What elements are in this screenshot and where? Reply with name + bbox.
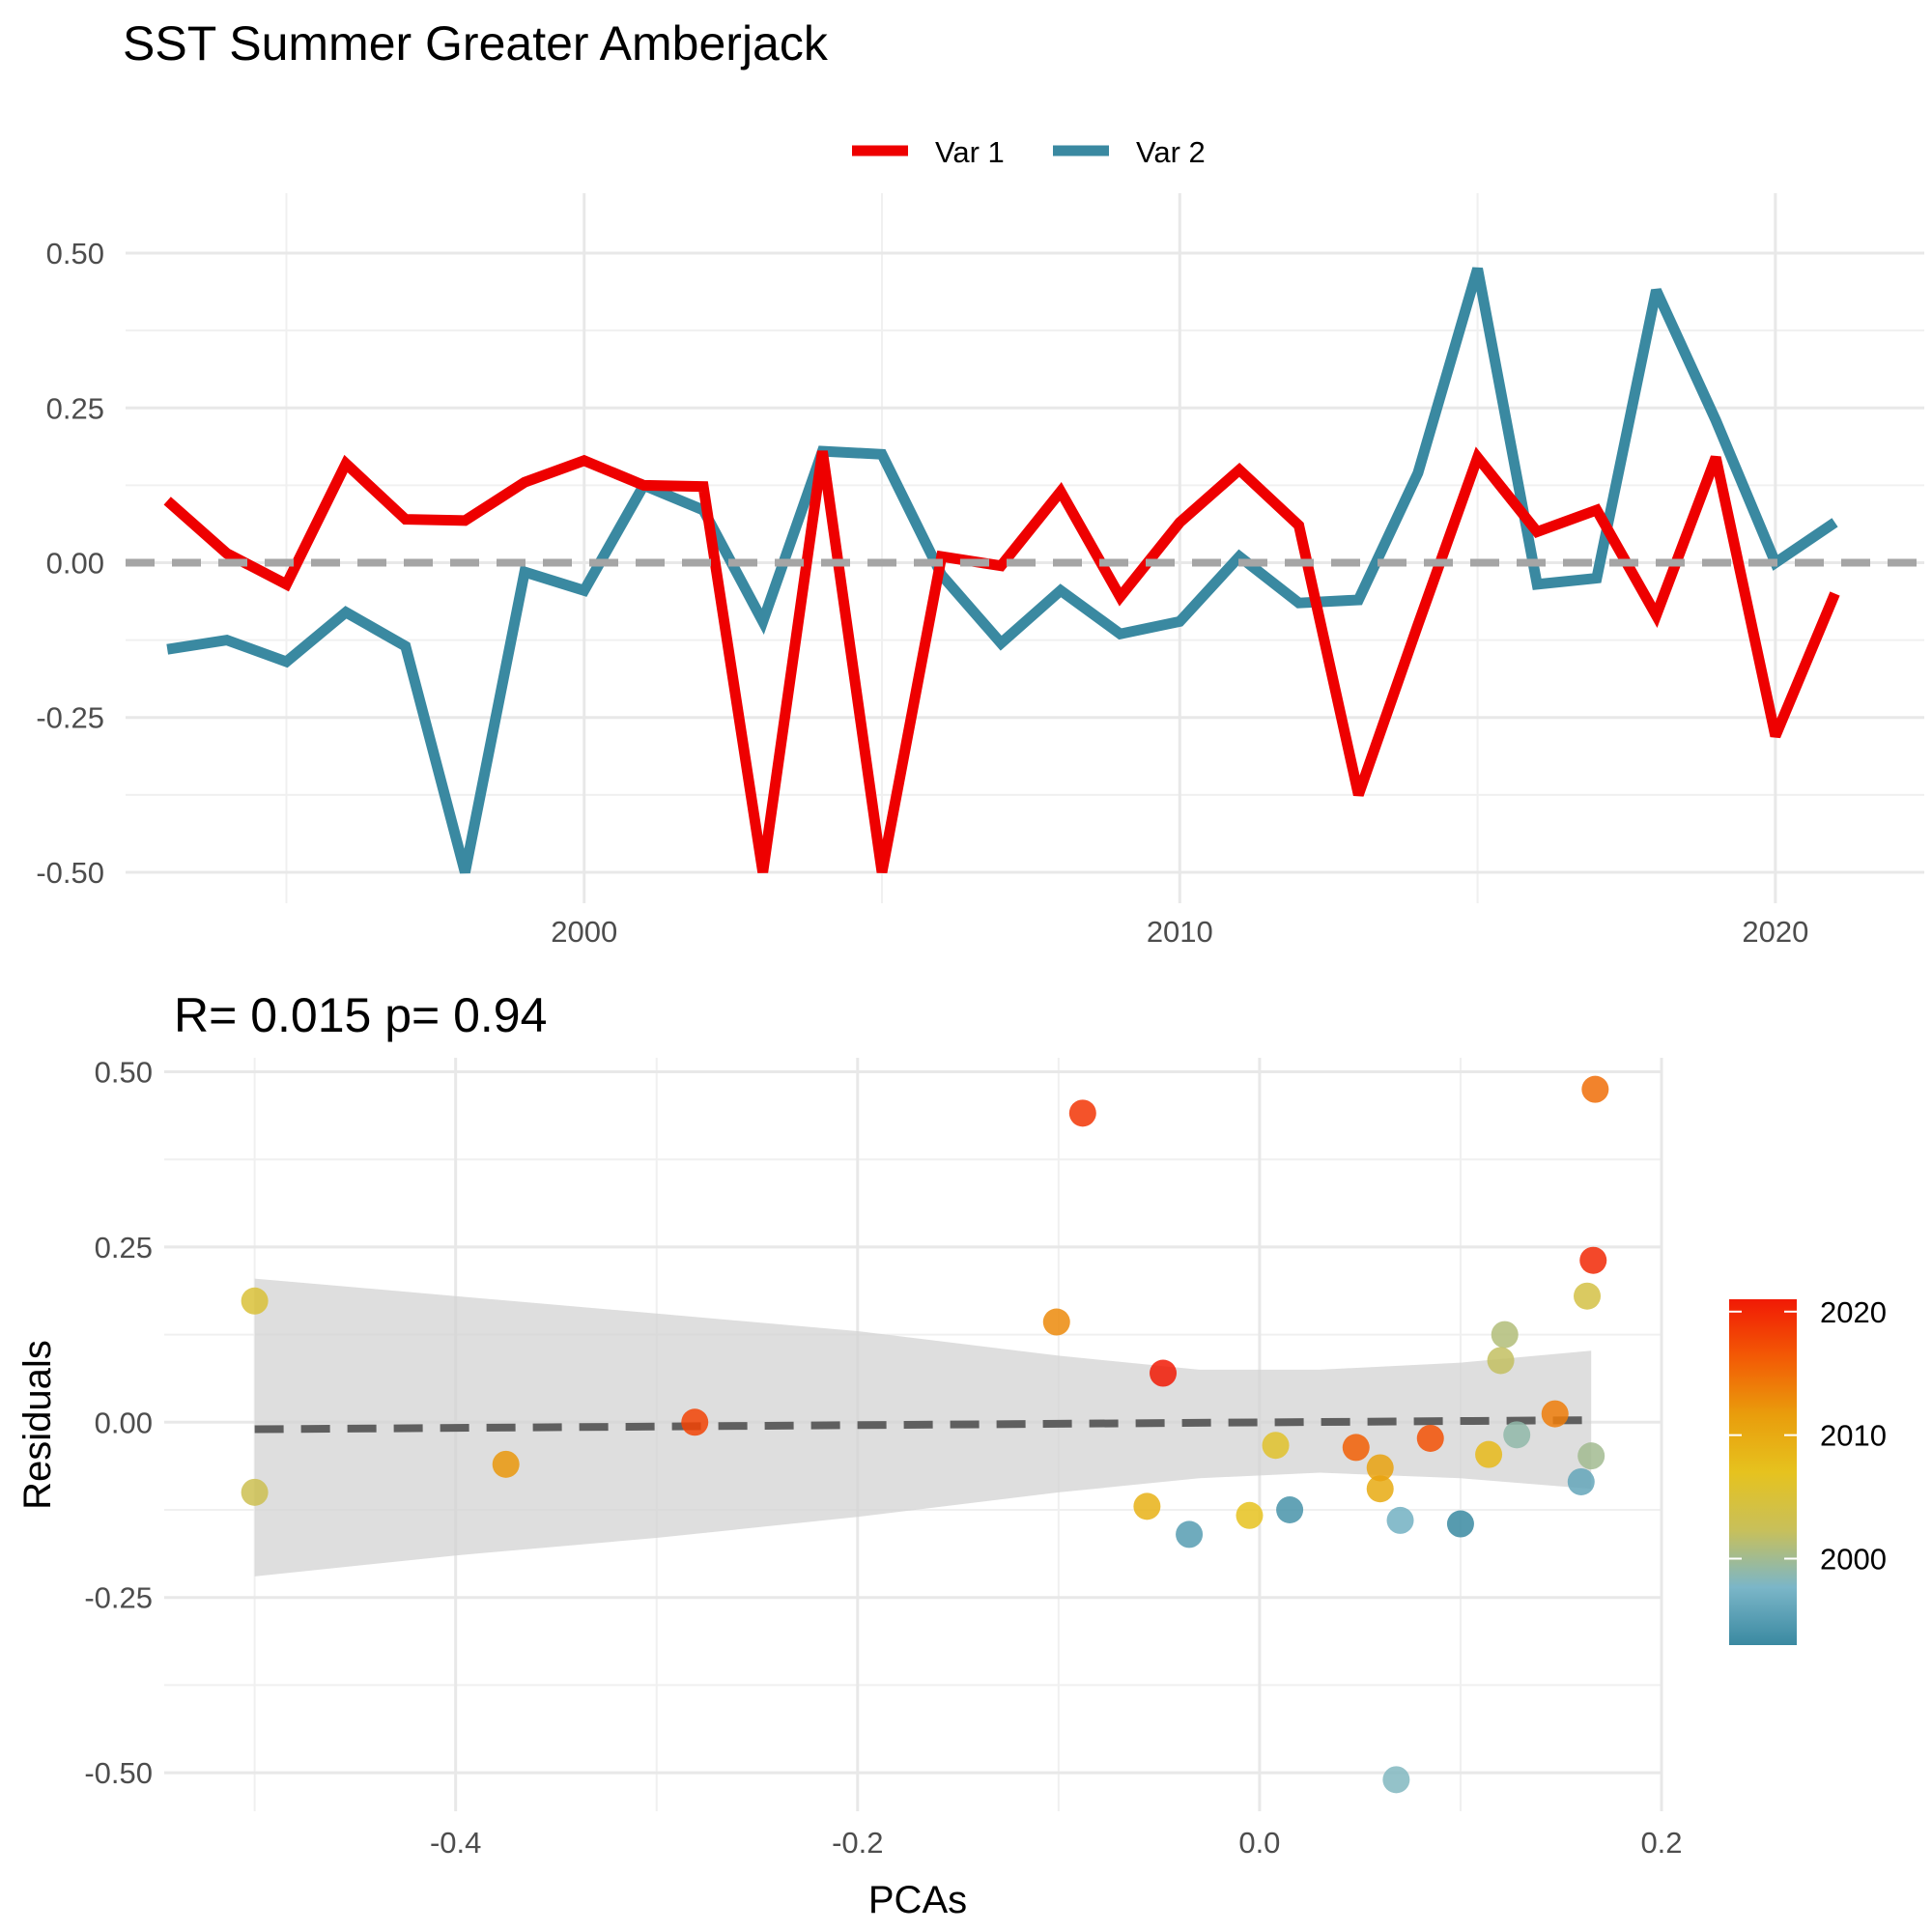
y-axis-title: Residuals [16,1340,59,1510]
legend: Var 1 Var 2 [852,135,1206,169]
scatter-points [241,1075,1609,1794]
scatter-point [1386,1506,1414,1534]
y-tick-label: 0.50 [95,1056,153,1090]
y-tick-label: -0.25 [36,701,104,735]
time-series-x-ticks: 2000 2010 2020 [551,915,1808,949]
scatter-point [1342,1434,1370,1462]
correlation-subtitle: R= 0.015 p= 0.94 [174,988,547,1042]
scatter-point [1133,1492,1161,1520]
x-tick-label: 2020 [1742,915,1808,949]
scatter-point [1262,1432,1290,1460]
colorbar: 2020 2010 2000 [1729,1295,1887,1645]
scatter-y-ticks: 0.50 0.25 0.00 -0.25 -0.50 [84,1056,153,1791]
y-tick-label: -0.25 [84,1581,153,1615]
scatter-point [1579,1246,1607,1274]
y-tick-label: -0.50 [36,856,104,890]
y-tick-label: 0.25 [46,391,104,425]
scatter-panel: 0.50 0.25 0.00 -0.25 -0.50 -0.4 -0.2 0.0 0.2 [84,1056,1682,1860]
time-series-lines [126,267,1924,874]
x-tick-label: 2000 [551,915,617,949]
chart-title: SST Summer Greater Amberjack [123,16,829,71]
x-axis-title: PCAs [868,1879,967,1921]
scatter-point [1541,1400,1569,1428]
trend-line [254,1416,1592,1434]
colorbar-tick-label: 2010 [1820,1419,1887,1453]
scatter-point [1150,1359,1178,1387]
x-tick-label: 0.0 [1238,1826,1280,1860]
series-line-var2 [166,267,1838,874]
scatter-point [1176,1520,1204,1548]
y-tick-label: 0.25 [95,1231,153,1264]
scatter-point [1416,1424,1444,1452]
legend-label-var2: Var 2 [1136,135,1206,169]
scatter-point [681,1408,709,1436]
scatter-point [241,1478,269,1506]
x-tick-label: 0.2 [1640,1826,1682,1860]
x-tick-label: 2010 [1147,915,1213,949]
scatter-point [1366,1454,1394,1482]
y-tick-label: 0.00 [46,547,104,581]
scatter-point [1574,1282,1602,1310]
scatter-point [1366,1475,1394,1503]
scatter-point [1276,1496,1304,1523]
scatter-point [1382,1766,1410,1794]
scatter-point [1503,1421,1531,1449]
time-series-panel: 0.50 0.25 0.00 -0.25 -0.50 2000 2010 2020 [36,193,1924,949]
scatter-point [1068,1099,1096,1127]
scatter-point [1042,1308,1070,1336]
legend-label-var1: Var 1 [935,135,1005,169]
scatter-point [1577,1442,1605,1470]
scatter-point [1581,1075,1609,1103]
y-tick-label: -0.50 [84,1756,153,1790]
colorbar-ticks: 2020 2010 2000 [1729,1295,1887,1577]
colorbar-tick-label: 2000 [1820,1543,1887,1577]
y-tick-label: 0.00 [95,1406,153,1439]
scatter-point [1567,1467,1595,1495]
scatter-point [492,1450,520,1478]
time-series-y-ticks: 0.50 0.25 0.00 -0.25 -0.50 [36,237,104,890]
scatter-point [1475,1440,1503,1468]
scatter-point [1487,1347,1515,1375]
scatter-point [1236,1501,1264,1529]
scatter-x-ticks: -0.4 -0.2 0.0 0.2 [430,1826,1683,1860]
scatter-point [1446,1510,1474,1538]
colorbar-gradient [1729,1299,1797,1645]
series-line-var1 [163,446,1840,874]
scatter-point [1491,1321,1519,1349]
scatter-point [241,1287,269,1315]
x-tick-label: -0.4 [430,1826,481,1860]
y-tick-label: 0.50 [46,237,104,270]
regression-line [254,1416,1592,1434]
colorbar-tick-label: 2020 [1820,1295,1887,1329]
x-tick-label: -0.2 [832,1826,883,1860]
